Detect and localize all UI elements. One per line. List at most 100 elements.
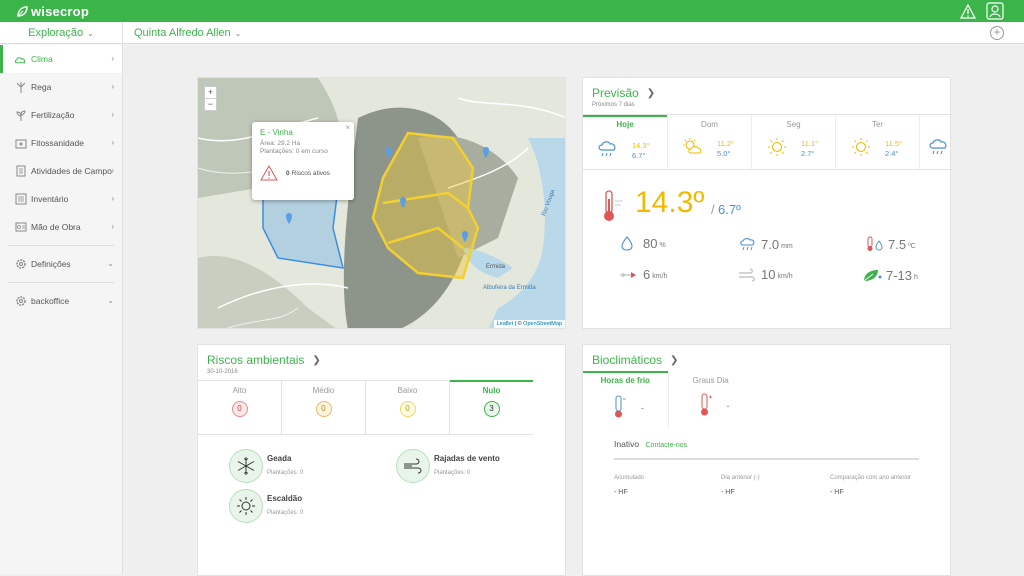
risk-count-badge: 3 <box>483 401 500 417</box>
wind-stat: 6 km/h <box>619 267 667 282</box>
forecast-day[interactable]: Seg 11.1° 2.7° <box>751 115 835 169</box>
chevron-right-icon: › <box>111 110 114 119</box>
bio-title-link[interactable]: Bioclimáticos ❯ <box>592 353 678 367</box>
sprinkler-icon <box>14 81 27 94</box>
rain-cloud-icon <box>929 139 947 155</box>
gear-icon <box>14 258 27 271</box>
farm-dropdown[interactable]: Quinta Alfredo Allen ⌄ <box>134 22 241 44</box>
zoom-out-button[interactable]: − <box>207 99 214 109</box>
day-min: 2.4° <box>885 149 899 158</box>
forecast-days: Hoje 14.3° 6.7° Dom 11.2° 5.0° Seg 11.1°… <box>583 114 952 170</box>
profile-icon[interactable] <box>986 2 1004 20</box>
zoom-controls: + − <box>204 86 217 111</box>
sidebar-item-fitossanidade[interactable]: Fitossanidade › <box>0 129 122 157</box>
risks-title-link[interactable]: Riscos ambientais ❯ <box>207 353 321 367</box>
zoom-in-button[interactable]: + <box>205 87 216 99</box>
sidebar-item-inventario[interactable]: Inventário › <box>0 185 122 213</box>
popup-area: Área: 29.2 Ha <box>260 140 301 147</box>
sprout-icon <box>14 109 27 122</box>
sidebar-item-backoffice[interactable]: backoffice ⌄ <box>0 287 122 315</box>
forecast-day[interactable]: Hoje 14.3° 6.7° <box>583 115 667 169</box>
leaf-unit: h <box>914 273 918 281</box>
chevron-right-icon: › <box>111 54 114 63</box>
forecast-title-link[interactable]: Previsão ❯ <box>592 86 655 100</box>
gust-unit: km/h <box>777 273 793 280</box>
risk-level-baixo[interactable]: Baixo 0 <box>366 381 450 434</box>
osm-link[interactable]: OpenStreetMap <box>523 321 562 327</box>
map-canvas[interactable] <box>198 78 566 329</box>
sidebar-item-label: Rega <box>31 82 52 92</box>
sidebar-item-fertilizacao[interactable]: Fertilização › <box>0 101 122 129</box>
sidebar-item-rega[interactable]: Rega › <box>0 73 122 101</box>
day-max: 14.3° <box>632 141 650 150</box>
chevron-right-icon: › <box>111 194 114 203</box>
tab-label: Horas de frio <box>600 376 650 385</box>
bioclimatic-card: Bioclimáticos ❯ Horas de frio - Graus Di… <box>582 344 951 576</box>
contact-link[interactable]: Contacte-nos <box>645 442 688 449</box>
brand-logo[interactable]: wisecrop <box>16 4 89 19</box>
chevron-right-icon: › <box>111 222 114 231</box>
sidebar: Clima › Rega › Fertilização › Fitossanid… <box>0 44 123 574</box>
sidebar-item-mao-de-obra[interactable]: Mão de Obra › <box>0 213 122 241</box>
chevron-right-icon: ❯ <box>646 87 656 99</box>
tab-graus-dia[interactable]: Graus Dia - <box>667 371 754 429</box>
forecast-day[interactable]: Dom 11.2° 5.0° <box>667 115 751 169</box>
sun-icon <box>768 138 786 156</box>
risk-item-rajadas[interactable]: Rajadas de vento Plantações: 0 <box>396 449 500 483</box>
add-circle-icon[interactable]: + <box>990 26 1004 40</box>
bio-status: Inativo Contacte-nos <box>614 434 919 460</box>
risk-name: Rajadas de vento <box>434 454 500 463</box>
risks-date: 30-10-2016 <box>207 369 238 375</box>
day-min: 2.7° <box>801 149 815 158</box>
map-popup: × E - Vinha Área: 29.2 Ha Plantações: 0 … <box>252 122 354 200</box>
forecast-day[interactable]: Ter 11.5° 2.4° <box>835 115 919 169</box>
sidebar-item-label: Definições <box>31 259 71 269</box>
current-sep: / <box>711 202 715 217</box>
risk-item-escaldao[interactable]: Escaldão Plantações: 0 <box>229 489 303 523</box>
day-label: Hoje <box>616 120 634 129</box>
close-icon[interactable]: × <box>345 123 350 132</box>
wind-gust-icon <box>396 449 430 483</box>
risk-level-medio[interactable]: Médio 0 <box>282 381 366 434</box>
sidebar-item-atividades[interactable]: Atividades de Campo › <box>0 157 122 185</box>
sidebar-divider <box>8 245 114 246</box>
humidity-value: 80 <box>643 236 658 251</box>
top-bar: wisecrop <box>0 0 1024 22</box>
precip-stat: 7.0 mm <box>739 236 793 252</box>
brand-name: wisecrop <box>31 3 89 19</box>
tab-horas-de-frio[interactable]: Horas de frio - <box>583 371 668 429</box>
thermometer-icon <box>604 190 623 221</box>
alert-icon[interactable] <box>960 3 976 19</box>
wind-gust-icon <box>739 267 755 282</box>
map-attribution: Leaflet | © OpenStreetMap <box>493 320 565 328</box>
sidebar-item-label: Atividades de Campo <box>31 166 112 176</box>
gust-stat: 10 km/h <box>737 267 793 282</box>
sidebar-item-definicoes[interactable]: Definições ⌄ <box>0 250 122 278</box>
partly-sunny-icon <box>683 138 702 154</box>
day-min: 5.0° <box>717 149 731 158</box>
chevron-down-icon: ⌄ <box>107 296 114 305</box>
risk-item-geada[interactable]: Geada Plantações: 0 <box>229 449 303 483</box>
chevron-right-icon: ❯ <box>312 354 321 366</box>
sidebar-item-label: Mão de Obra <box>31 222 81 232</box>
risk-level-alto[interactable]: Alto 0 <box>198 381 282 434</box>
thermal-value: 7.5 <box>888 236 907 252</box>
chevron-right-icon: › <box>111 82 114 91</box>
rain-cloud-icon <box>740 238 755 251</box>
day-max: 11.1° <box>801 139 819 148</box>
risk-level-nulo[interactable]: Nulo 3 <box>450 380 533 434</box>
sidebar-item-clima[interactable]: Clima › <box>0 45 122 73</box>
sidebar-divider <box>8 282 114 283</box>
leaf-value: 7-13 <box>886 267 913 283</box>
sun-icon <box>852 138 870 156</box>
sun-icon <box>229 489 263 523</box>
sidebar-item-label: Fertilização <box>31 110 75 120</box>
map-card: + − × E - Vinha Área: 29.2 Ha Plantações… <box>197 77 566 329</box>
exploracao-dropdown[interactable]: Exploração ⌄ <box>0 22 123 44</box>
forecast-subtitle: Próximos 7 dias <box>592 102 635 108</box>
leaflet-link[interactable]: Leaflet <box>496 321 514 327</box>
risk-count-badge: 0 <box>399 401 416 417</box>
forecast-day-partial[interactable] <box>919 115 952 169</box>
popup-risks-count: 0 <box>286 169 290 177</box>
context-bar: Exploração ⌄ Quinta Alfredo Allen ⌄ + <box>0 22 1024 44</box>
